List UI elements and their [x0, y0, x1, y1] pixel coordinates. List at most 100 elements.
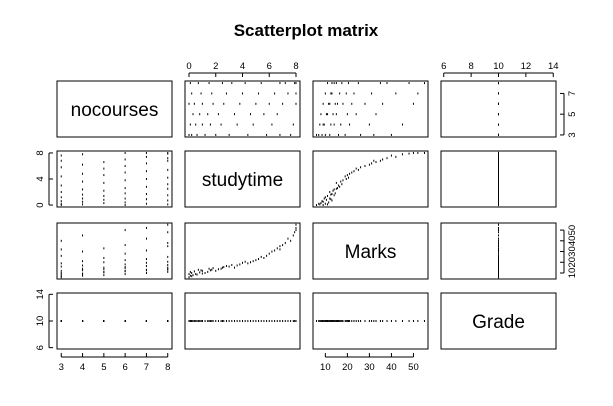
point-nocourses-studytime-35 — [282, 102, 284, 105]
point-Marks-nocourses-46 — [167, 270, 169, 273]
point-nocourses-Marks-48 — [333, 82, 335, 85]
point-Marks-nocourses-1 — [60, 275, 62, 278]
point-nocourses-Marks-10 — [319, 123, 321, 126]
point-Marks-studytime-20 — [199, 271, 201, 274]
point-Marks-studytime-4 — [215, 269, 217, 272]
point-nocourses-studytime-29 — [201, 102, 203, 105]
tick-label-bottom-nocourses: 3 — [59, 362, 64, 373]
point-studytime-nocourses-51 — [167, 176, 169, 179]
point-Grade-studytime-39 — [211, 320, 213, 322]
point-Grade-Marks-16 — [349, 320, 351, 322]
point-Grade-studytime-14 — [220, 320, 222, 322]
point-nocourses-Marks-9 — [390, 133, 392, 136]
point-Grade-studytime-47 — [197, 320, 199, 322]
point-Marks-studytime-45 — [295, 226, 297, 229]
point-nocourses-Marks-6 — [344, 133, 346, 136]
point-nocourses-studytime-40 — [225, 92, 227, 95]
point-studytime-nocourses-42 — [145, 170, 147, 173]
tick-label-right-nocourses: 7 — [567, 91, 578, 96]
point-Grade-nocourses-45 — [145, 320, 147, 322]
point-Marks-nocourses-6 — [60, 262, 62, 265]
point-studytime-nocourses-0 — [60, 204, 62, 207]
point-nocourses-Marks-12 — [323, 123, 325, 126]
point-nocourses-Marks-2 — [321, 133, 323, 136]
point-Marks-Grade-0 — [498, 276, 499, 279]
point-studytime-Grade-22 — [498, 189, 499, 192]
point-studytime-Marks-30 — [334, 192, 336, 195]
point-studytime-nocourses-43 — [145, 162, 147, 165]
point-nocourses-Marks-38 — [330, 92, 332, 95]
point-Marks-nocourses-4 — [60, 269, 62, 272]
point-studytime-Grade-42 — [498, 170, 499, 173]
point-nocourses-studytime-45 — [295, 92, 297, 95]
point-Grade-Marks-49 — [335, 320, 337, 322]
point-Marks-nocourses-50 — [167, 263, 169, 266]
point-Grade-studytime-23 — [233, 320, 235, 322]
point-Grade-studytime-34 — [268, 320, 270, 322]
point-Marks-nocourses-56 — [167, 223, 169, 226]
point-studytime-Marks-11 — [322, 200, 324, 203]
point-nocourses-studytime-3 — [204, 133, 206, 136]
point-Marks-studytime-24 — [250, 261, 252, 264]
point-nocourses-Marks-15 — [340, 123, 342, 126]
point-studytime-Marks-6 — [344, 175, 346, 178]
tick-label-bottom-nocourses: 8 — [165, 362, 170, 373]
point-nocourses-studytime-20 — [199, 113, 201, 116]
point-nocourses-Marks-7 — [360, 133, 362, 136]
point-nocourses-studytime-16 — [252, 123, 254, 126]
point-Grade-Marks-8 — [373, 320, 375, 322]
point-Marks-Grade-55 — [498, 231, 499, 234]
point-Marks-nocourses-12 — [82, 272, 84, 275]
point-studytime-Marks-47 — [331, 199, 333, 202]
point-studytime-Marks-24 — [346, 174, 348, 177]
point-nocourses-Marks-49 — [335, 82, 337, 85]
point-studytime-Grade-4 — [498, 191, 499, 194]
point-Marks-studytime-10 — [189, 274, 191, 277]
point-Marks-nocourses-33 — [124, 259, 126, 262]
point-Marks-Grade-27 — [498, 273, 499, 276]
point-studytime-Grade-44 — [498, 155, 499, 158]
point-Grade-Marks-9 — [390, 320, 392, 322]
point-Grade-Marks-30 — [334, 320, 336, 322]
point-studytime-Marks-22 — [332, 189, 334, 192]
point-Grade-studytime-33 — [255, 320, 257, 322]
point-Grade-Marks-24 — [346, 320, 348, 322]
point-Grade-Marks-50 — [341, 320, 343, 322]
point-Marks-nocourses-30 — [124, 267, 126, 270]
point-studytime-Grade-15 — [498, 180, 499, 183]
tick-label-bottom-Marks: 40 — [386, 362, 397, 373]
point-studytime-Marks-28 — [328, 201, 330, 204]
point-studytime-Marks-21 — [327, 194, 329, 197]
point-Grade-studytime-3 — [204, 320, 206, 322]
point-nocourses-studytime-31 — [223, 102, 225, 105]
point-studytime-Marks-2 — [321, 200, 323, 203]
point-studytime-Marks-4 — [329, 191, 331, 194]
point-Marks-studytime-17 — [271, 250, 273, 253]
point-studytime-nocourses-20 — [103, 198, 105, 201]
point-nocourses-studytime-34 — [268, 102, 270, 105]
point-Grade-studytime-2 — [196, 320, 198, 322]
point-Marks-studytime-27 — [188, 273, 190, 276]
point-studytime-Marks-34 — [364, 164, 366, 167]
point-studytime-Grade-16 — [498, 172, 499, 175]
point-studytime-nocourses-2 — [60, 200, 62, 203]
point-studytime-Grade-51 — [498, 176, 499, 179]
point-studytime-Grade-26 — [498, 161, 499, 164]
point-nocourses-Marks-8 — [373, 133, 375, 136]
point-studytime-nocourses-30 — [124, 192, 126, 195]
point-Marks-nocourses-35 — [124, 244, 126, 247]
point-nocourses-studytime-47 — [197, 82, 199, 85]
point-nocourses-studytime-14 — [220, 123, 222, 126]
point-Grade-Marks-53 — [379, 320, 381, 322]
point-Marks-studytime-33 — [255, 259, 257, 262]
point-studytime-nocourses-10 — [82, 203, 84, 206]
point-Marks-Grade-33 — [498, 259, 499, 262]
point-studytime-nocourses-46 — [167, 203, 169, 206]
tick-label-right-Marks: 40 — [567, 236, 578, 247]
point-nocourses-studytime-18 — [292, 123, 294, 126]
point-Marks-studytime-28 — [193, 270, 195, 273]
point-nocourses-studytime-38 — [200, 92, 202, 95]
point-studytime-Marks-44 — [395, 155, 397, 158]
point-Marks-studytime-16 — [252, 260, 254, 263]
point-Marks-studytime-50 — [231, 263, 233, 266]
